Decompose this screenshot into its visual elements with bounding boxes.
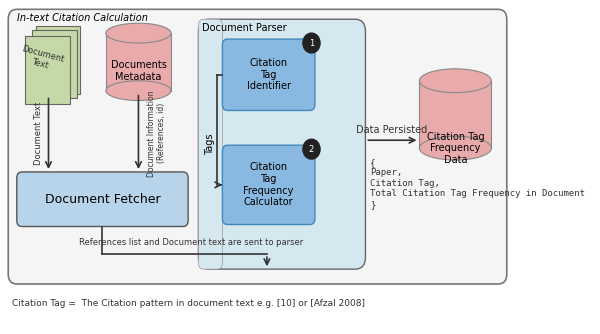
Ellipse shape bbox=[419, 69, 491, 93]
Ellipse shape bbox=[106, 23, 171, 43]
FancyBboxPatch shape bbox=[199, 19, 365, 269]
Text: Citation Tag =  The Citation pattern in document text e.g. [10] or [Afzal 2008]: Citation Tag = The Citation pattern in d… bbox=[11, 299, 365, 308]
FancyBboxPatch shape bbox=[223, 145, 315, 224]
FancyBboxPatch shape bbox=[32, 30, 77, 98]
Ellipse shape bbox=[419, 136, 491, 160]
Text: 1: 1 bbox=[309, 38, 314, 47]
Circle shape bbox=[303, 139, 320, 159]
Text: Document
Text: Document Text bbox=[18, 44, 65, 74]
Text: Document Text: Document Text bbox=[34, 102, 43, 165]
Text: Citation Tag
Frequency
Data: Citation Tag Frequency Data bbox=[427, 132, 484, 165]
FancyBboxPatch shape bbox=[199, 19, 223, 269]
FancyBboxPatch shape bbox=[419, 81, 491, 148]
Text: Tags: Tags bbox=[205, 134, 215, 155]
Text: Document Information
(References, id): Document Information (References, id) bbox=[147, 90, 166, 177]
Text: References list and Document text are sent to parser: References list and Document text are se… bbox=[79, 238, 304, 247]
FancyBboxPatch shape bbox=[17, 172, 188, 226]
Text: Citation
Tag
Identifier: Citation Tag Identifier bbox=[247, 58, 290, 92]
Text: Document Parser: Document Parser bbox=[202, 23, 286, 33]
FancyBboxPatch shape bbox=[8, 9, 507, 284]
Text: {
Paper,
Citation Tag,
Total Citation Tag Frequency in Document
}: { Paper, Citation Tag, Total Citation Ta… bbox=[370, 158, 585, 209]
Ellipse shape bbox=[106, 81, 171, 101]
FancyBboxPatch shape bbox=[106, 33, 171, 91]
Text: Document Fetcher: Document Fetcher bbox=[44, 193, 160, 206]
Text: Data Persisted: Data Persisted bbox=[356, 125, 428, 135]
FancyBboxPatch shape bbox=[25, 36, 70, 104]
Text: Citation
Tag
Frequency
Calculator: Citation Tag Frequency Calculator bbox=[244, 162, 294, 207]
FancyBboxPatch shape bbox=[35, 26, 80, 94]
FancyBboxPatch shape bbox=[223, 39, 315, 111]
Text: In-text Citation Calculation: In-text Citation Calculation bbox=[17, 13, 148, 23]
Text: Documents
Metadata: Documents Metadata bbox=[110, 60, 166, 81]
Text: 2: 2 bbox=[309, 145, 314, 154]
Circle shape bbox=[303, 33, 320, 53]
